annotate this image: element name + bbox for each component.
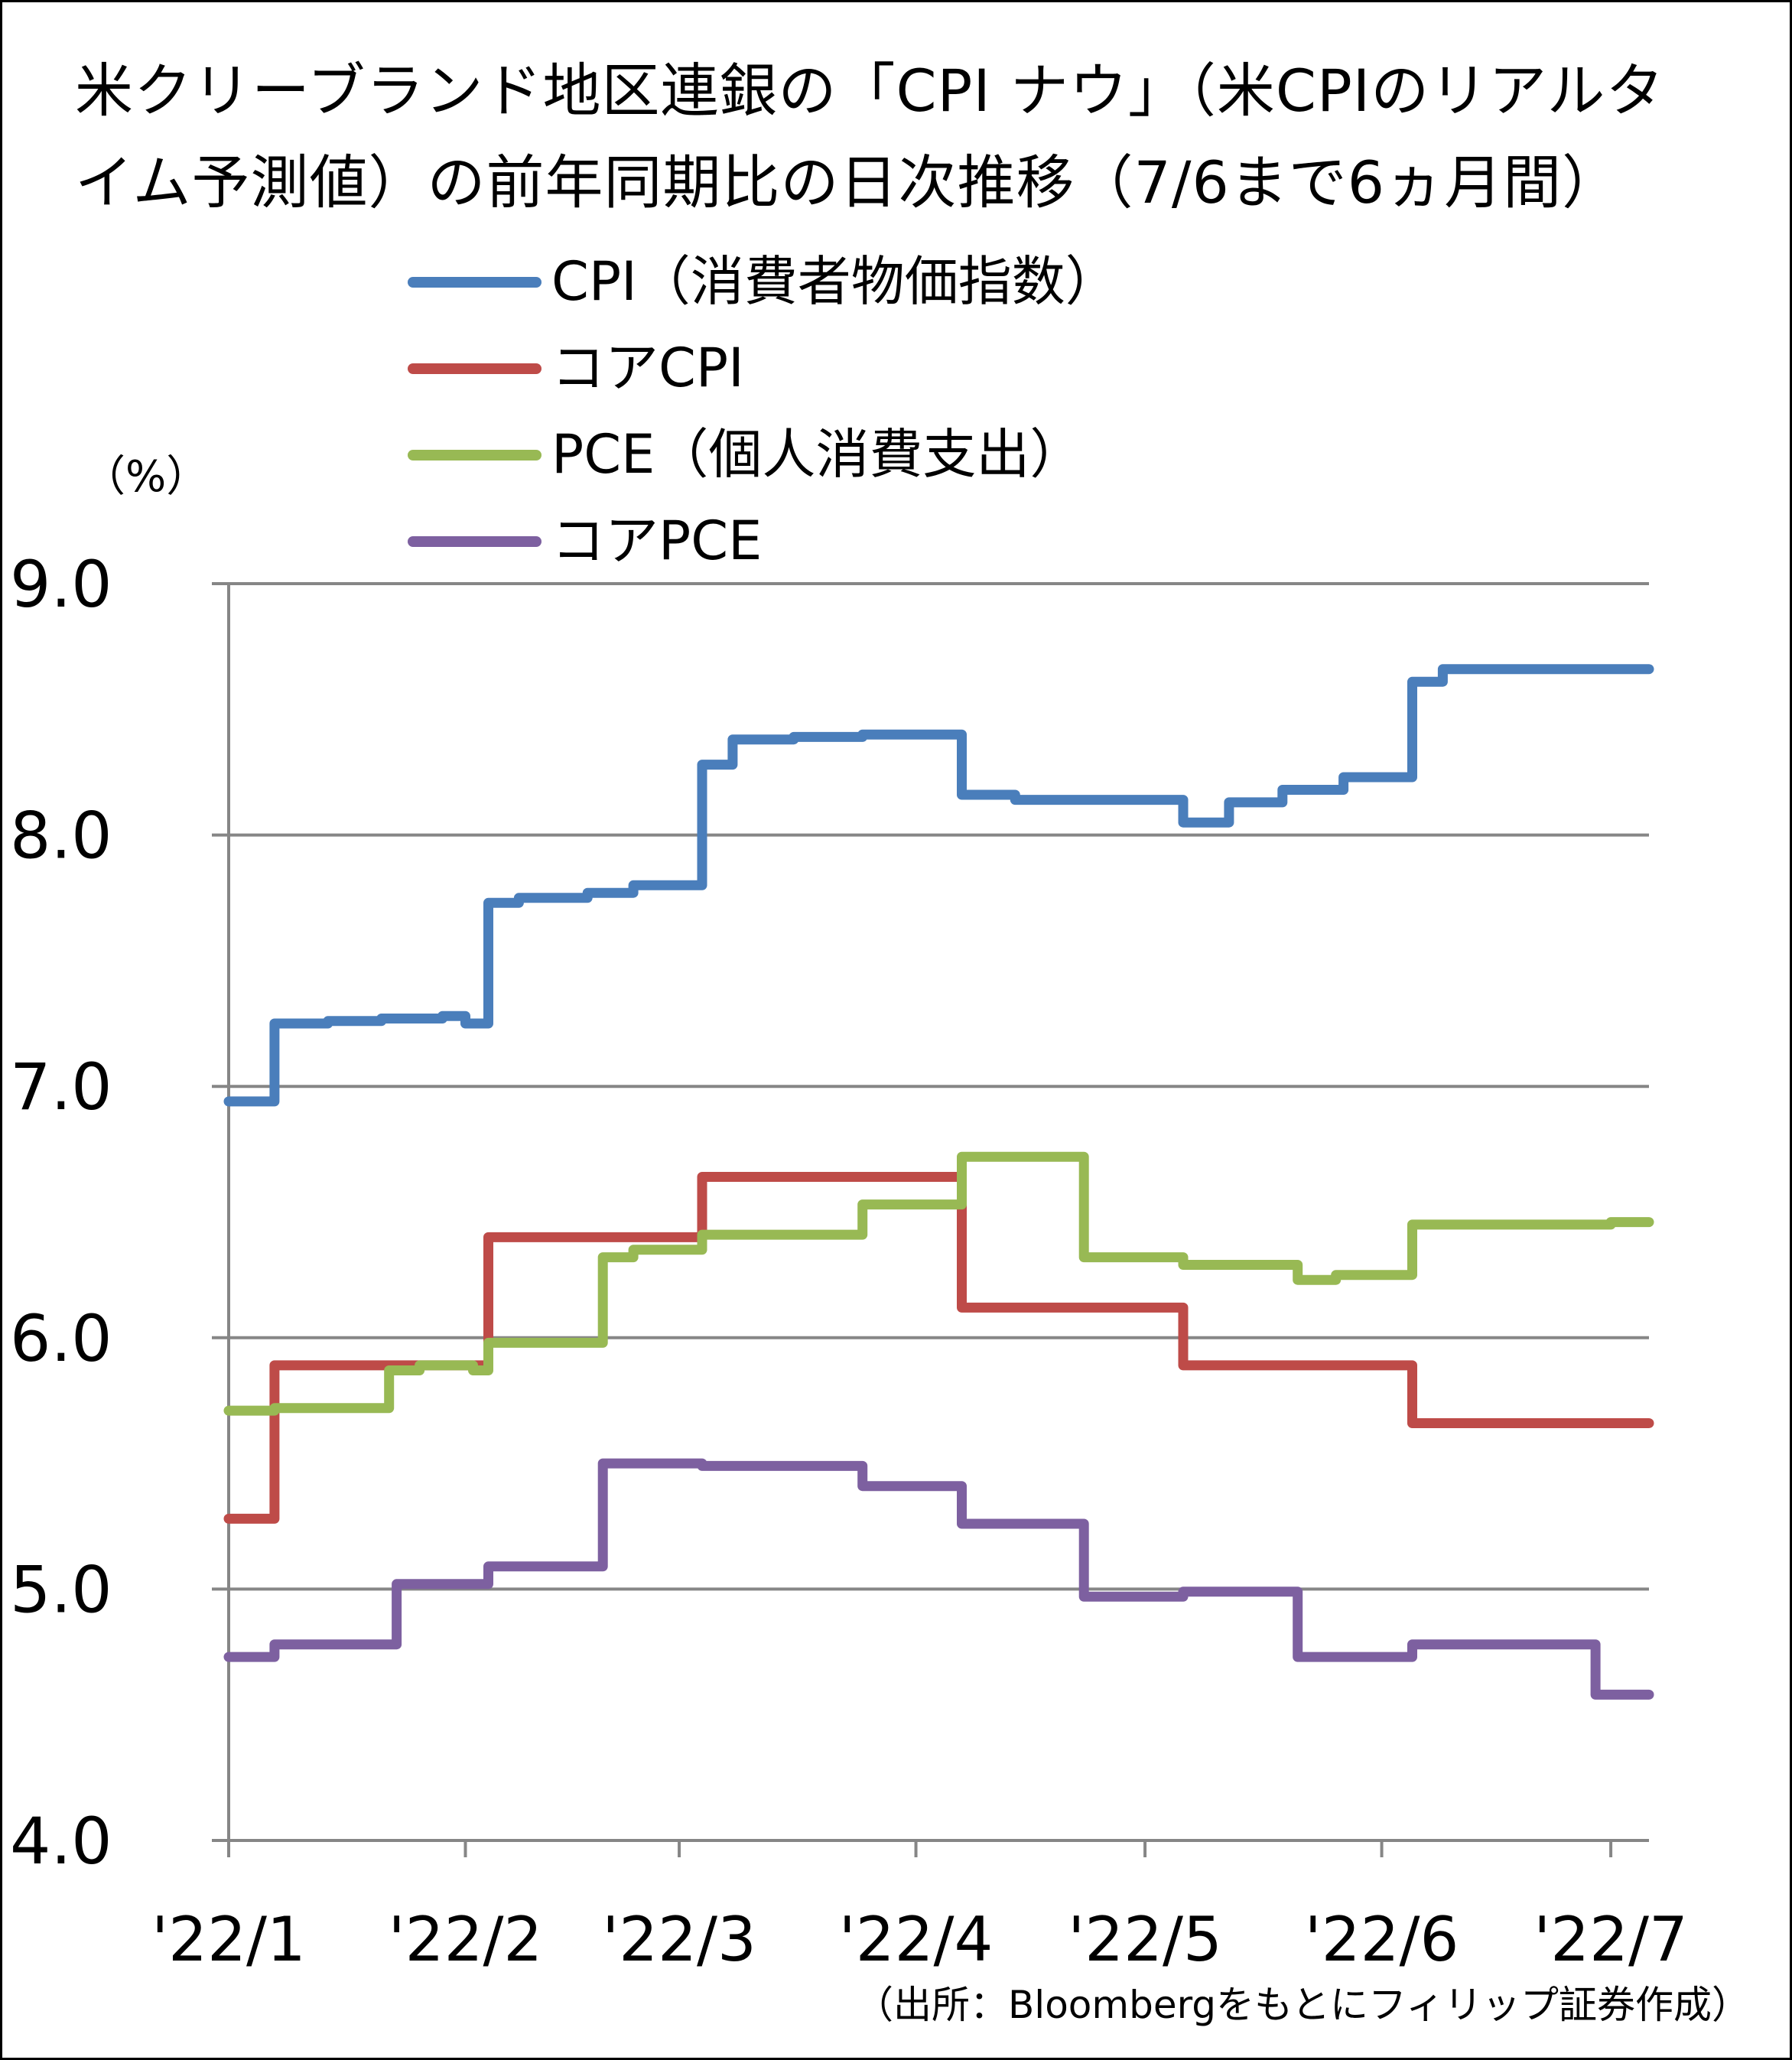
legend-swatch-cpi (408, 277, 542, 288)
y-tick-label: 8.0 (10, 799, 112, 874)
x-tick-label: '22/4 (839, 1904, 994, 1975)
chart-title-line-1: 米クリーブランド地区連銀の「CPI ナウ」（米CPIのリアルタ (75, 57, 1665, 125)
x-tick-label: '22/3 (602, 1904, 756, 1975)
series-line-pce (223, 1151, 1654, 1416)
source-note: （出所：Bloombergをもとにフィリップ証券作成） (855, 1983, 1750, 2027)
tick-labels: 9.0 8.0 7.0 6.0 5.0 4.0 '22/1 '22/2 '22/3 '22/4 '2… (10, 547, 1688, 1975)
y-tick-label: 9.0 (10, 547, 112, 622)
legend-label-core-cpi: コアCPI (551, 337, 744, 399)
x-tick-label: '22/1 (151, 1904, 306, 1975)
y-tick-label: 5.0 (10, 1552, 112, 1627)
legend-swatch-pce (408, 450, 542, 460)
chart-title-line-2: イム予測値）の前年同期比の日次推移（7/6まで6ヵ月間） (75, 148, 1621, 216)
x-tick-label: '22/7 (1533, 1904, 1688, 1975)
legend-swatch-core-pce (408, 536, 542, 547)
y-axis-unit-label: （%） (83, 452, 210, 502)
legend-label-pce: PCE（個人消費支出） (551, 423, 1084, 486)
axes (212, 582, 1649, 1857)
x-tick-label: '22/2 (389, 1904, 543, 1975)
legend-label-core-pce: コアPCE (551, 509, 763, 572)
series-lines (223, 664, 1654, 1700)
y-tick-label: 6.0 (10, 1301, 112, 1376)
legend-label-cpi: CPI（消費者物価指数） (551, 250, 1119, 313)
y-tick-label: 4.0 (10, 1804, 112, 1879)
legend-swatch-core-cpi (408, 363, 542, 374)
gridlines (229, 582, 1649, 1591)
x-tick-label: '22/6 (1305, 1904, 1459, 1975)
x-tick-label: '22/5 (1068, 1904, 1222, 1975)
series-line-core-pce (223, 1458, 1654, 1700)
series-line-cpi (223, 664, 1654, 1107)
series-line-core-cpi (223, 1172, 1654, 1524)
y-tick-label: 7.0 (10, 1050, 112, 1124)
